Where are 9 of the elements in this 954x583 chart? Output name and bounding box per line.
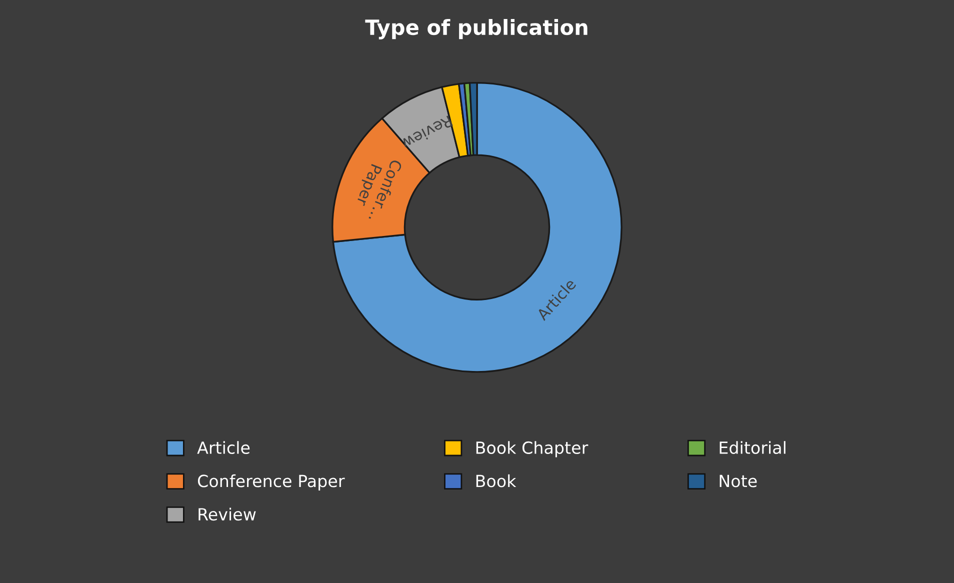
- legend-label: Editorial: [720, 441, 786, 454]
- legend-label: Book: [476, 474, 516, 488]
- chart-title: Type of publication: [365, 18, 588, 40]
- legend-label: Review: [198, 508, 256, 521]
- legend-label: Note: [720, 474, 757, 488]
- legend-label: Article: [197, 441, 250, 454]
- donut-slice: [332, 82, 622, 373]
- legend-label: Book Chapter: [476, 441, 588, 458]
- legend-label: Conference Paper: [198, 474, 345, 491]
